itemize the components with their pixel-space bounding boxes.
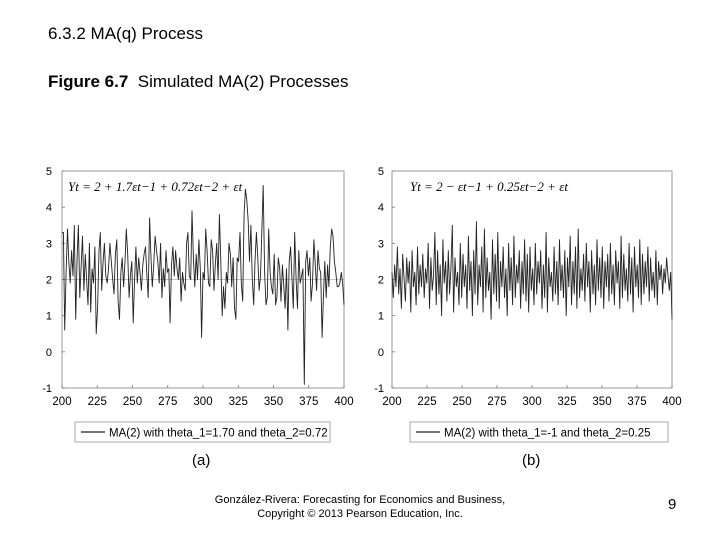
x-tick-label: 300 (522, 396, 541, 408)
figure-caption-text: Simulated MA(2) Processes (137, 72, 349, 91)
y-tick-label: 1 (378, 311, 384, 323)
x-tick-label: 250 (123, 396, 142, 408)
y-tick-label: 2 (46, 275, 52, 287)
y-tick-label: 1 (46, 311, 52, 323)
y-tick-label: 3 (46, 238, 52, 250)
footer-line-2: Copyright © 2013 Pearson Education, Inc. (257, 508, 463, 520)
x-tick-label: 225 (88, 396, 107, 408)
x-tick-label: 350 (592, 396, 611, 408)
figure-caption: Figure 6.7 Simulated MA(2) Processes (48, 72, 348, 92)
x-tick-label: 325 (557, 396, 576, 408)
legend-label: MA(2) with theta_1=1.70 and theta_2=0.72 (109, 428, 328, 440)
x-tick-label: 350 (264, 396, 283, 408)
x-tick-label: 325 (229, 396, 248, 408)
footer-line-1: González-Rivera: Forecasting for Economi… (214, 494, 506, 506)
y-tick-label: 2 (378, 275, 384, 287)
y-tick-label: -1 (42, 383, 52, 395)
x-tick-label: 375 (299, 396, 318, 408)
x-tick-label: 400 (662, 396, 681, 408)
y-tick-label: 0 (46, 347, 52, 359)
y-tick-label: 3 (378, 238, 384, 250)
x-tick-label: 375 (627, 396, 646, 408)
x-tick-label: 275 (158, 396, 177, 408)
series-line (62, 185, 345, 385)
y-tick-label: 5 (46, 166, 52, 178)
legend-box (74, 421, 331, 443)
figure-caption-number: Figure 6.7 (48, 72, 129, 91)
panel-label-b: (b) (522, 452, 541, 469)
x-tick-label: 275 (487, 396, 506, 408)
x-tick-label: 200 (52, 396, 71, 408)
x-tick-label: 400 (334, 396, 353, 408)
page-number: 9 (668, 496, 677, 513)
series-line (391, 221, 673, 320)
x-tick-label: 300 (193, 396, 212, 408)
y-tick-label: 5 (378, 166, 384, 178)
legend-box (409, 421, 669, 443)
y-tick-label: 4 (378, 202, 384, 214)
x-tick-label: 250 (452, 396, 471, 408)
x-tick-label: 225 (417, 396, 436, 408)
y-tick-label: -1 (374, 383, 384, 395)
equation-annotation: Yt = 2 + 1.7εt−1 + 0.72εt−2 + εt (68, 179, 243, 194)
y-tick-label: 4 (46, 202, 52, 214)
panel-label-a: (a) (192, 452, 211, 469)
legend-label: MA(2) with theta_1=-1 and theta_2=0.25 (444, 428, 651, 440)
footer-citation: González-Rivera: Forecasting for Economi… (200, 493, 520, 521)
section-title: 6.3.2 MA(q) Process (48, 24, 203, 43)
equation-annotation: Yt = 2 − εt−1 + 0.25εt−2 + εt (410, 179, 568, 194)
y-tick-label: 0 (378, 347, 384, 359)
x-tick-label: 200 (382, 396, 401, 408)
